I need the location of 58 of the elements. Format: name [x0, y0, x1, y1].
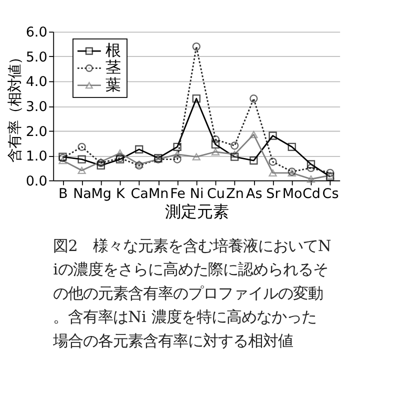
x-tick-label: Ni — [190, 186, 204, 202]
x-tick-label: K — [116, 186, 126, 202]
point — [173, 142, 182, 151]
legend-label: 根 — [105, 42, 120, 60]
x-tick-label: Mg — [91, 186, 112, 202]
point — [268, 158, 277, 166]
x-tick-label: Cs — [322, 186, 339, 202]
y-tick-label: 3.0 — [26, 98, 48, 115]
point — [326, 168, 334, 177]
x-tick-label: Cu — [206, 186, 225, 202]
point — [230, 142, 239, 150]
point — [288, 142, 296, 151]
point — [211, 140, 220, 148]
point — [211, 148, 220, 156]
point — [78, 142, 86, 151]
point — [211, 135, 220, 144]
point — [192, 42, 200, 51]
point — [306, 160, 316, 168]
point — [116, 149, 124, 157]
point — [250, 130, 258, 138]
point — [268, 132, 277, 140]
point — [173, 155, 182, 164]
y-tick-label: 2.0 — [26, 124, 48, 140]
point — [306, 176, 316, 183]
legend-label: 葉 — [105, 76, 120, 94]
point — [135, 145, 144, 154]
point — [250, 156, 258, 165]
x-tick-label: Na — [73, 186, 92, 202]
point — [230, 152, 239, 161]
y-tick-label: 6.0 — [26, 24, 48, 41]
point — [78, 155, 86, 164]
x-tick-label: As — [246, 186, 262, 202]
point — [268, 169, 277, 177]
y-axis-title: 含有率（相対値） — [8, 50, 24, 162]
point — [230, 150, 239, 158]
x-tick-label: Sr — [266, 186, 281, 202]
point — [192, 153, 200, 160]
point — [96, 161, 105, 170]
legend-label: 茎 — [105, 58, 120, 77]
x-tick-label: Mn — [148, 186, 169, 202]
point — [58, 156, 67, 164]
x-axis-title: 測定元素 — [164, 202, 229, 221]
x-tick-label: B — [58, 186, 68, 202]
point — [78, 166, 86, 174]
point — [173, 150, 182, 158]
y-tick-label: 5.0 — [26, 49, 48, 66]
x-tick-label: Mo — [282, 186, 302, 202]
point — [192, 94, 200, 103]
x-tick-label: Zn — [226, 186, 244, 202]
x-tick-label: Fe — [170, 186, 186, 202]
point — [306, 164, 316, 172]
y-tick-label: 4.0 — [26, 74, 48, 90]
x-tick-label: Cd — [302, 186, 320, 202]
y-tick-label: 0.0 — [26, 173, 48, 190]
caption: 図2 様々な元素を含む培養液においてNiの濃度をさらに高めた際に認められるその他の元素含有率のプロファイルの変動。含有率はNi 濃度を特に高めなかった場合の各元素含有率に対する相対値 — [52, 236, 332, 350]
x-tick-label: Ca — [130, 186, 148, 202]
point — [250, 94, 258, 103]
y-tick-label: 1.0 — [26, 148, 48, 165]
